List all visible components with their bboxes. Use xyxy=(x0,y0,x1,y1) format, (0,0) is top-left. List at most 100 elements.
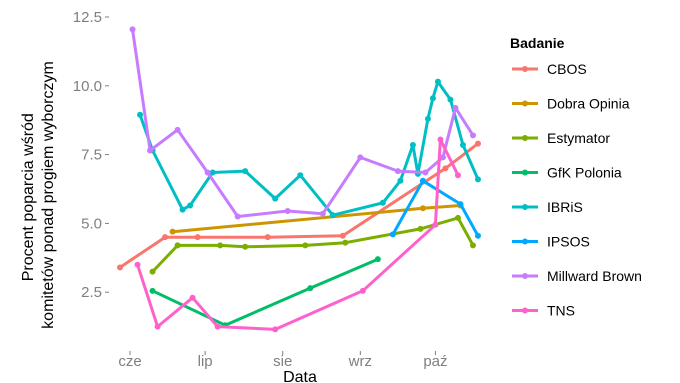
legend-key-point xyxy=(522,204,528,210)
y-axis-title-line-1: Procent poparcia wśród xyxy=(20,113,37,281)
data-point-tns xyxy=(154,323,161,330)
data-point-ibris xyxy=(187,202,194,209)
data-point-millward-brown xyxy=(284,208,291,215)
data-point-ibris xyxy=(434,78,441,85)
data-point-tns xyxy=(272,326,279,333)
data-point-ibris xyxy=(429,95,436,102)
data-point-millward-brown xyxy=(129,26,136,33)
data-point-tns xyxy=(359,287,366,294)
legend-label: Dobra Opinia xyxy=(547,96,630,112)
data-point-cbos xyxy=(442,165,449,172)
legend: Badanie CBOS Dobra Opinia Estymator GfK Pol… xyxy=(510,35,642,319)
data-point-estymator xyxy=(149,268,156,275)
data-point-estymator xyxy=(174,242,181,249)
legend-item-dobra-opinia: Dobra Opinia xyxy=(512,96,630,112)
series-millward-brown xyxy=(129,26,476,220)
legend-label: IPSOS xyxy=(547,234,590,250)
data-point-cbos xyxy=(264,234,271,241)
data-point-millward-brown xyxy=(394,168,401,175)
y-tick-label: 2.5 xyxy=(81,284,102,301)
data-point-ibris xyxy=(137,111,144,118)
y-axis-title-line-2: komitetów ponad progiem wyborczym xyxy=(40,61,57,329)
legend-key-point xyxy=(522,66,528,72)
data-point-millward-brown xyxy=(422,169,429,176)
data-point-ibris xyxy=(424,115,431,122)
data-point-cbos xyxy=(339,232,346,239)
data-point-tns xyxy=(454,172,461,179)
data-point-ibris xyxy=(329,212,336,219)
x-tick-label: wrz xyxy=(348,353,372,370)
data-point-gfk-polonia xyxy=(307,285,314,292)
y-axis: 2.5 5.0 7.5 10.0 12.5 xyxy=(73,9,109,301)
data-point-tns xyxy=(437,136,444,143)
legend-label: Millward Brown xyxy=(547,268,642,284)
legend-key-point xyxy=(522,273,528,279)
data-point-ibris xyxy=(474,176,481,183)
data-point-millward-brown xyxy=(174,126,181,133)
y-tick-label: 7.5 xyxy=(81,147,102,164)
data-point-estymator xyxy=(242,243,249,250)
data-point-ibris xyxy=(209,169,216,176)
series-line-dobra-opinia xyxy=(171,204,462,234)
series-gfk-polonia xyxy=(149,256,381,329)
y-axis-title: Procent poparcia wśród komitetów ponad p… xyxy=(20,61,57,329)
data-point-tns xyxy=(432,221,439,228)
data-point-ipsos xyxy=(457,201,464,208)
data-point-millward-brown xyxy=(147,147,154,154)
legend-label: GfK Polonia xyxy=(547,165,622,181)
y-tick-label: 12.5 xyxy=(73,9,102,26)
data-point-cbos xyxy=(474,140,481,147)
data-point-gfk-polonia xyxy=(149,287,156,294)
x-tick-label: paź xyxy=(423,353,447,370)
data-point-ibris xyxy=(179,206,186,213)
legend-key-point xyxy=(522,135,528,141)
data-point-millward-brown xyxy=(234,213,241,220)
data-point-dobra-opinia xyxy=(169,228,176,235)
series-line-ipsos xyxy=(391,179,480,238)
data-point-millward-brown xyxy=(204,169,211,176)
series-cbos xyxy=(117,140,481,271)
data-point-dobra-opinia xyxy=(419,205,426,212)
y-tick-label: 5.0 xyxy=(81,215,102,232)
legend-label: Estymator xyxy=(547,130,610,146)
data-point-millward-brown xyxy=(469,132,476,139)
series-line-millward-brown xyxy=(131,27,475,218)
legend-item-ipsos: IPSOS xyxy=(512,234,590,250)
data-point-estymator xyxy=(342,239,349,246)
legend-item-cbos: CBOS xyxy=(512,61,587,77)
data-point-millward-brown xyxy=(319,210,326,217)
data-point-tns xyxy=(189,294,196,301)
data-point-estymator xyxy=(302,242,309,249)
series-line-gfk-polonia xyxy=(151,257,380,327)
data-point-millward-brown xyxy=(439,154,446,161)
data-point-ibris xyxy=(447,96,454,103)
data-point-ipsos xyxy=(389,231,396,238)
data-point-cbos xyxy=(117,264,124,271)
legend-key-point xyxy=(522,238,528,245)
legend-item-ibris: IBRiS xyxy=(512,199,583,215)
legend-key-point xyxy=(522,169,528,176)
legend-item-millward-brown: Millward Brown xyxy=(512,268,642,284)
x-tick-label: cze xyxy=(118,353,141,370)
series-ipsos xyxy=(389,177,481,239)
y-tick-label: 10.0 xyxy=(73,78,102,95)
series-tns xyxy=(134,136,461,333)
data-point-gfk-polonia xyxy=(374,256,381,263)
legend-label: CBOS xyxy=(547,61,587,77)
series-line-estymator xyxy=(151,216,475,274)
data-point-estymator xyxy=(469,242,476,249)
legend-label: IBRiS xyxy=(547,199,583,215)
legend-title: Badanie xyxy=(510,35,565,51)
x-tick-label: sie xyxy=(273,353,292,370)
data-point-estymator xyxy=(217,242,224,249)
data-point-ibris xyxy=(379,199,386,206)
legend-item-tns: TNS xyxy=(512,303,575,319)
legend-item-gfk-polonia: GfK Polonia xyxy=(512,165,622,181)
data-point-tns xyxy=(134,261,141,268)
legend-key-point xyxy=(522,307,528,314)
plot-lines xyxy=(117,26,481,333)
data-point-ibris xyxy=(397,177,404,184)
series-line-tns xyxy=(136,138,460,331)
x-tick-label: lip xyxy=(198,353,213,370)
